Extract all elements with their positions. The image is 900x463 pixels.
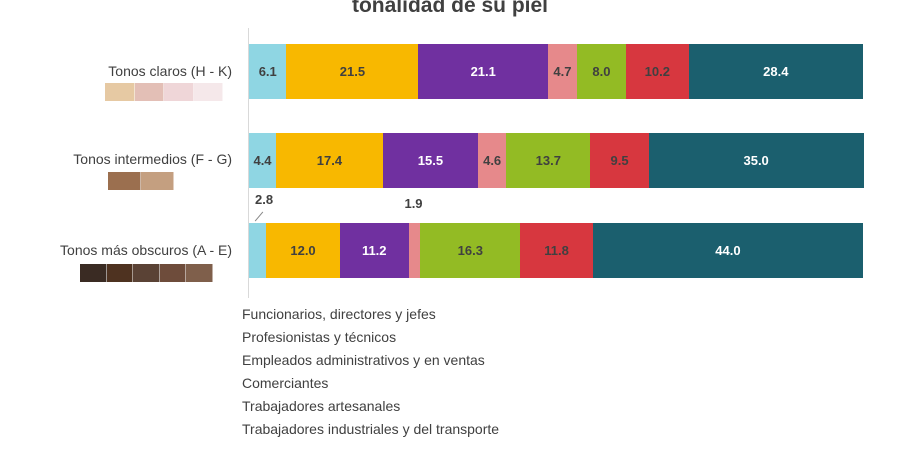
category-label: Tonos claros (H - K) <box>108 63 232 79</box>
skin-tone-chip <box>193 83 223 101</box>
bar-segment <box>408 223 421 278</box>
legend-label: Trabajadores industriales y del transpor… <box>242 420 500 437</box>
legend: Funcionarios, directores y jefes Profesio… <box>242 302 499 463</box>
legend-label: Trabajadores artesanales <box>242 397 401 414</box>
skin-tone-chip <box>105 83 135 101</box>
skin-tone-chip <box>186 264 213 282</box>
bar-segment: 4.4 <box>249 133 277 188</box>
category-label: Tonos intermedios (F - G) <box>73 151 232 167</box>
legend-item: Trabajadores artesanales <box>242 394 499 417</box>
chart-title: tonalidad de su piel <box>351 0 549 17</box>
skin-tone-swatch <box>105 83 223 101</box>
bar-segment: 9.5 <box>590 133 649 188</box>
bar-segment: 44.0 <box>592 223 863 278</box>
category-label: Tonos más obscuros (A - E) <box>60 242 232 258</box>
bar-segment: 21.1 <box>418 44 548 99</box>
bar-segment: 11.2 <box>339 223 409 278</box>
bar-segment: 17.4 <box>276 133 383 188</box>
legend-label: Empleados administrativos y en ventas <box>242 351 485 368</box>
skin-tone-chip <box>134 83 164 101</box>
data-label: 2.8 <box>255 192 274 207</box>
bar-segment: 10.2 <box>625 44 689 99</box>
bar-segment: 12.0 <box>266 223 340 278</box>
legend-item: Funcionarios, directores y jefes <box>242 302 499 325</box>
skin-tone-chip <box>159 264 187 282</box>
bar-segment: 16.3 <box>420 223 521 278</box>
legend-item <box>242 440 499 463</box>
skin-tone-chip <box>108 172 141 190</box>
bar-segment: 6.1 <box>249 44 287 99</box>
skin-tone-chip <box>133 264 160 282</box>
bar-segment: 8.0 <box>576 44 626 99</box>
legend-label: Profesionistas y técnicos <box>242 328 397 345</box>
bar-segment: 4.6 <box>478 133 507 188</box>
legend-label: Funcionarios, directores y jefes <box>242 305 436 322</box>
bar-segment: 35.0 <box>648 133 864 188</box>
bar-segment: 4.7 <box>548 44 577 99</box>
skin-tone-chip <box>164 83 194 101</box>
legend-item: Comerciantes <box>242 371 499 394</box>
skin-tone-swatch <box>80 264 213 282</box>
legend-item: Empleados administrativos y en ventas <box>242 348 499 371</box>
leader-line <box>254 211 264 222</box>
bar-segment: 21.5 <box>286 44 419 99</box>
bar-segment: 15.5 <box>382 133 478 188</box>
skin-tone-chip <box>106 264 134 282</box>
category-axis <box>248 28 249 298</box>
legend-label: Comerciantes <box>242 374 329 391</box>
legend-item: Trabajadores industriales y del transpor… <box>242 417 499 440</box>
skin-tone-swatch <box>108 172 174 190</box>
legend-item: Profesionistas y técnicos <box>242 325 499 348</box>
data-label: 1.9 <box>404 196 423 211</box>
skin-tone-chip <box>141 172 174 190</box>
bar-segment <box>249 223 267 278</box>
bar-segment: 13.7 <box>506 133 591 188</box>
skin-tone-chip <box>80 264 107 282</box>
bar-segment: 28.4 <box>688 44 863 99</box>
bar-segment: 11.8 <box>520 223 593 278</box>
